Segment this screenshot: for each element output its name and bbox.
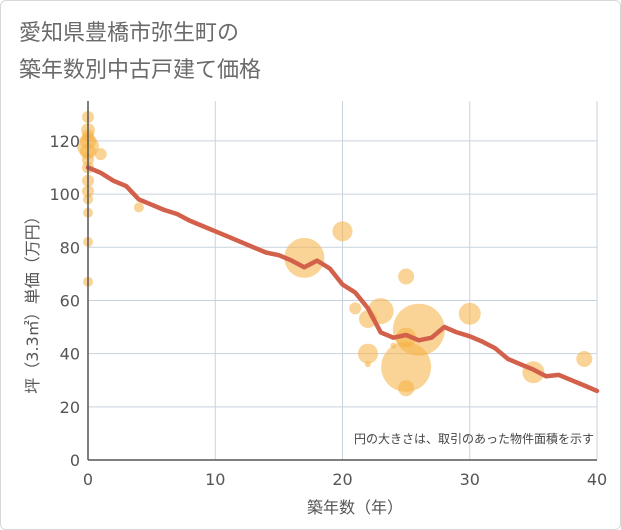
x-axis-title: 築年数（年）: [307, 498, 403, 517]
trend-line: [85, 165, 600, 394]
axes: 0 10 20 30 40 0 20 40 60 80 100 120: [49, 101, 607, 489]
y-tick-label-80: 80: [60, 238, 80, 257]
x-tick-label-40: 40: [587, 470, 607, 489]
x-tick-label-30: 30: [460, 470, 480, 489]
y-tick-label-20: 20: [60, 398, 80, 417]
x-tick-label-20: 20: [332, 470, 352, 489]
data-point-29: [458, 302, 481, 325]
data-point-24: [398, 268, 415, 285]
data-point-15: [133, 202, 144, 213]
bubble-size-note: 円の大きさは、取引のあった物件面積を示す: [354, 431, 594, 446]
y-tick-label-120: 120: [49, 132, 80, 151]
data-point-20: [357, 343, 378, 364]
page-title: 愛知県豊橋市弥生町の 築年数別中古戸建て価格: [19, 15, 261, 89]
y-tick-label-0: 0: [70, 451, 80, 470]
trend-series: [85, 165, 600, 394]
y-tick-label-40: 40: [60, 345, 80, 364]
x-tick-label-10: 10: [205, 470, 225, 489]
y-tick-label-100: 100: [49, 185, 80, 204]
y-tick-label-60: 60: [60, 291, 80, 310]
data-point-21: [364, 361, 371, 368]
grid: [88, 101, 598, 460]
x-tick-label-0: 0: [83, 470, 93, 489]
data-point-28: [392, 303, 445, 356]
data-point-16: [284, 237, 325, 278]
data-point-27: [398, 380, 415, 397]
data-point-14: [94, 148, 107, 161]
data-point-31: [576, 350, 593, 367]
y-axis-title: 坪（3.3㎡）単価（万円）: [23, 208, 42, 393]
data-point-17: [332, 221, 353, 242]
title-line-2: 築年数別中古戸建て価格: [19, 58, 262, 83]
title-line-1: 愛知県豊橋市弥生町の: [19, 21, 240, 46]
data-point-18: [349, 302, 362, 315]
